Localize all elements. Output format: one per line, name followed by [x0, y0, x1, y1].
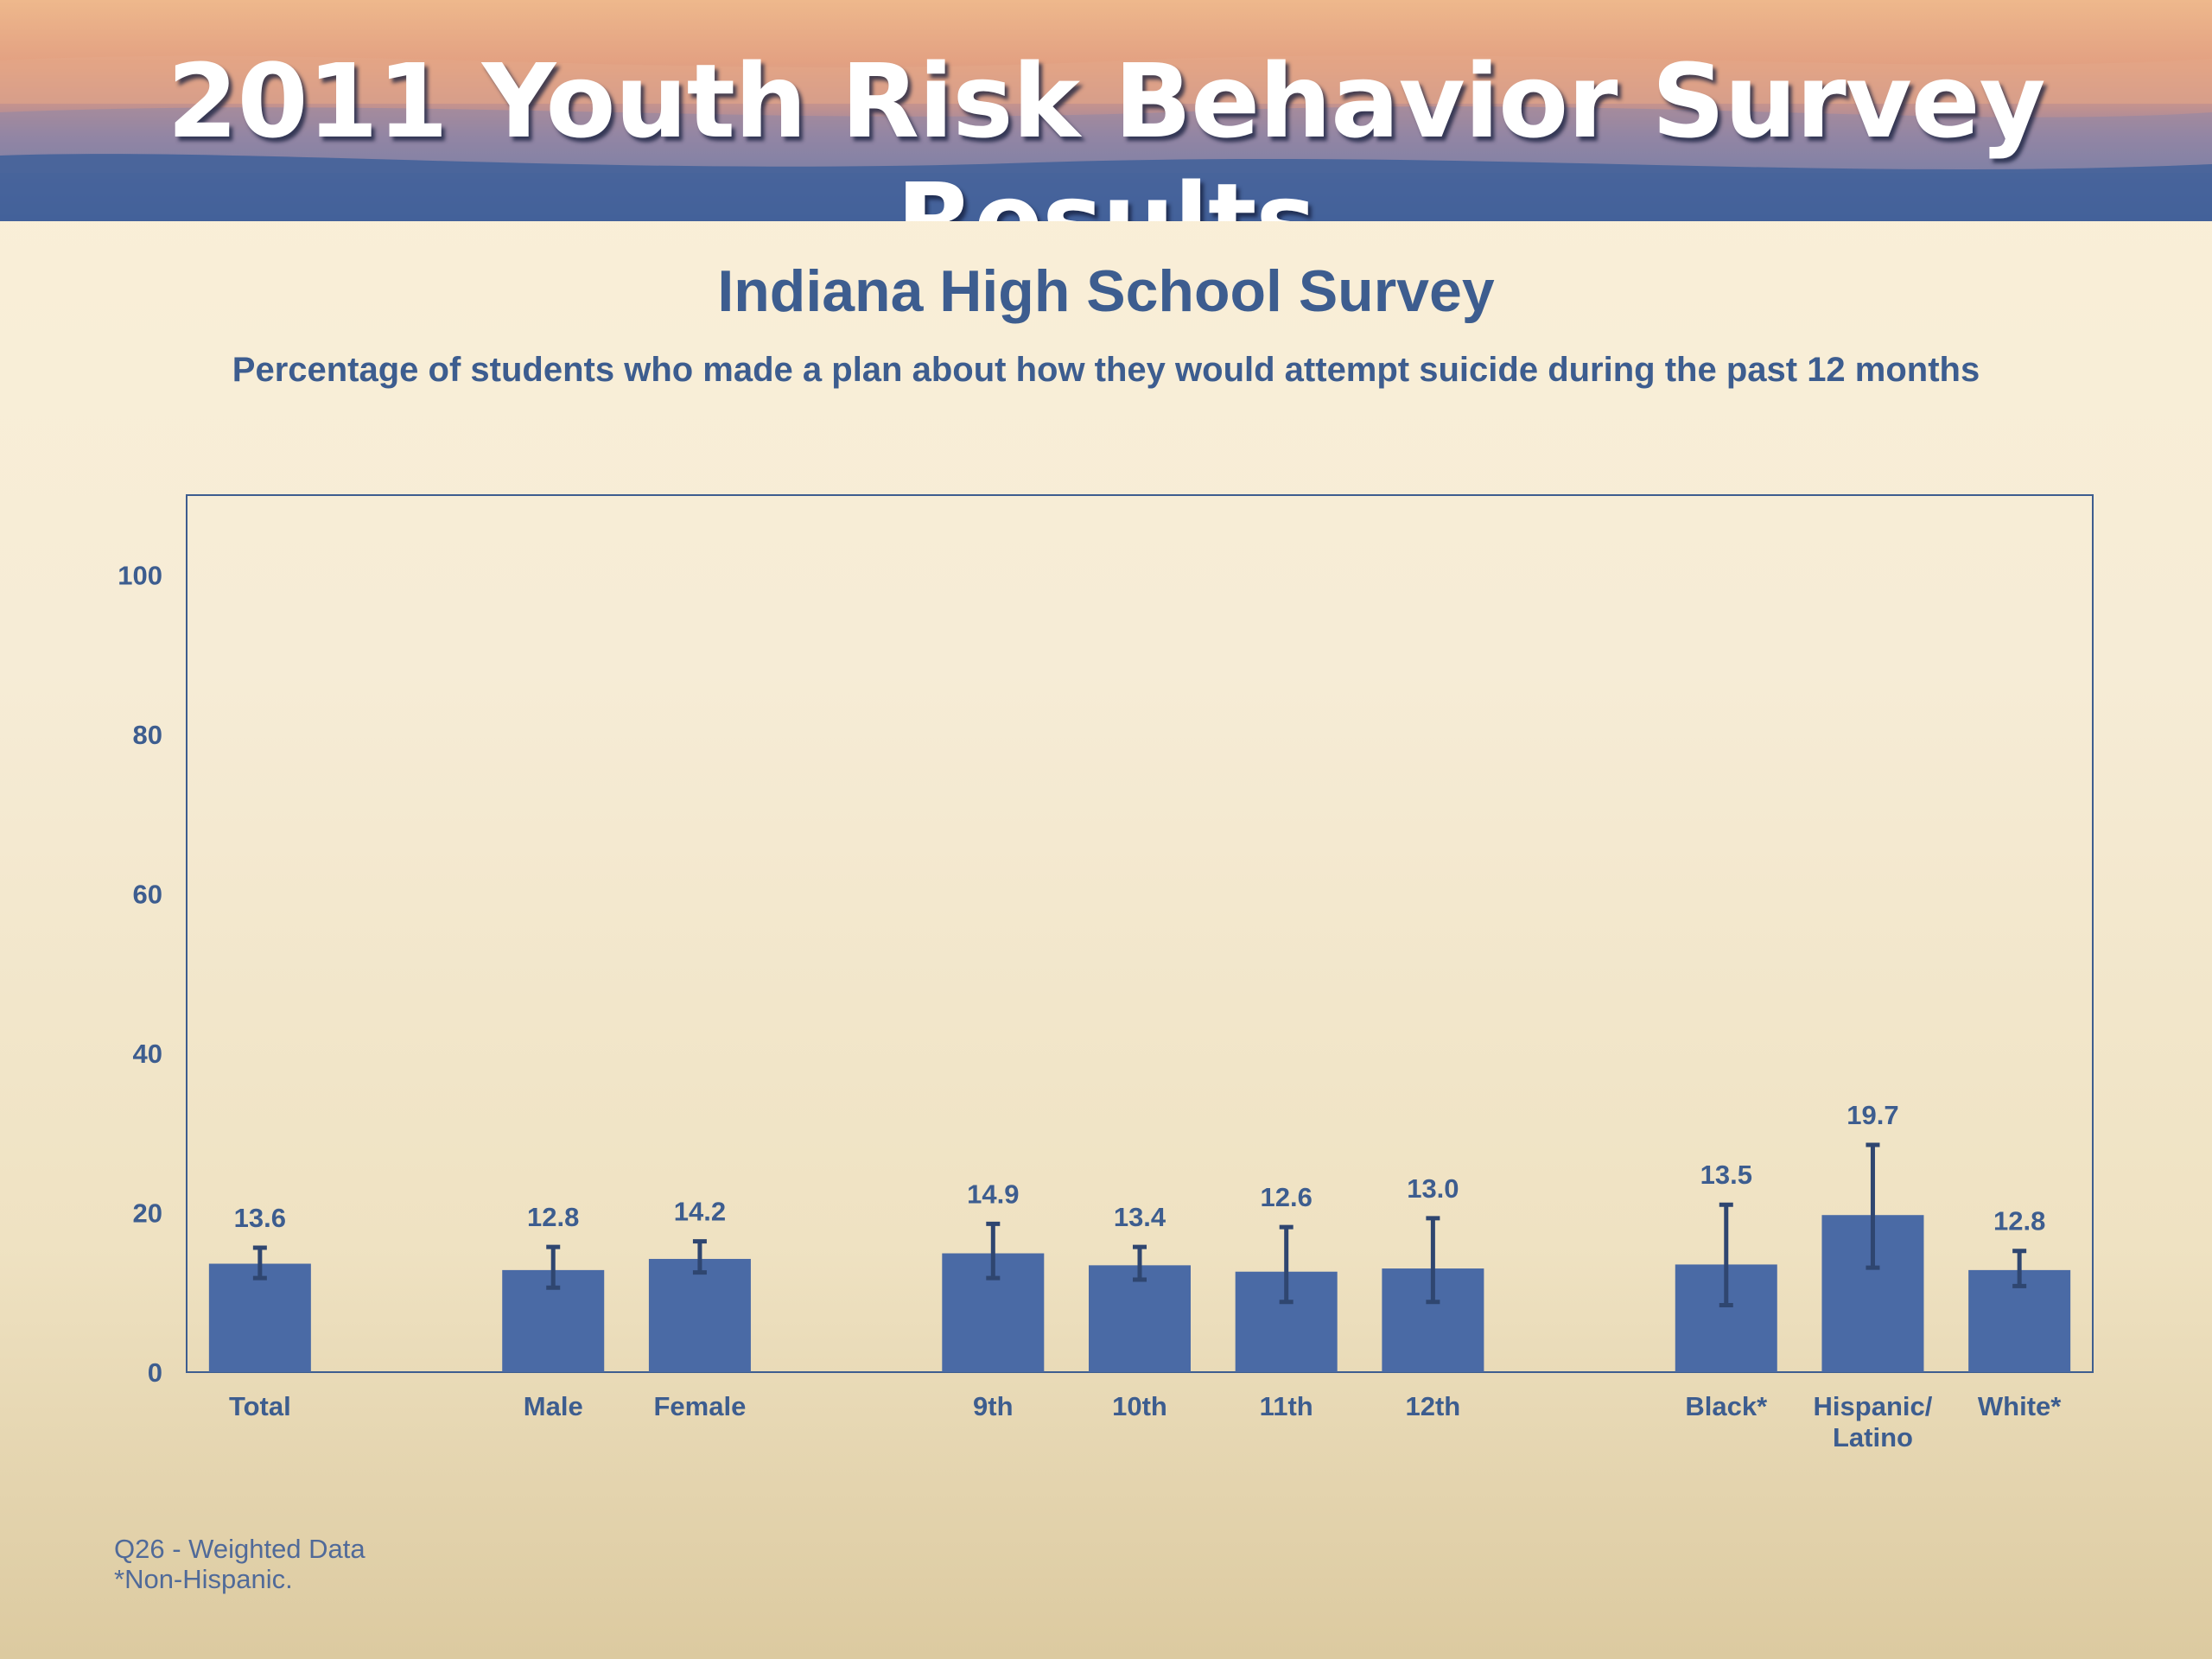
x-tick-label: Total	[229, 1391, 291, 1421]
y-tick-label: 40	[133, 1039, 162, 1069]
banner-hills-decoration	[0, 55, 2212, 221]
banner-title: 2011 Youth Risk Behavior Survey Results	[167, 41, 2045, 221]
x-tick-label: Latino	[1833, 1422, 1913, 1452]
y-tick-label: 0	[148, 1357, 162, 1388]
y-tick-label: 80	[133, 720, 162, 750]
footnote-weighted-data: Q26 - Weighted Data	[114, 1534, 365, 1564]
data-label: 12.8	[1993, 1206, 2045, 1236]
x-tick-label: Female	[654, 1391, 747, 1421]
data-label: 14.2	[674, 1197, 726, 1227]
header-banner: 2011 Youth Risk Behavior Survey Results	[0, 0, 2212, 221]
data-label: 19.7	[1847, 1100, 1898, 1130]
y-tick-label: 20	[133, 1198, 162, 1228]
x-tick-label: Male	[524, 1391, 583, 1421]
data-label: 12.8	[527, 1202, 579, 1232]
plot-frame	[186, 494, 2094, 1373]
chart-title: Indiana High School Survey	[717, 258, 1495, 324]
x-tick-label: Black*	[1685, 1391, 1768, 1421]
x-tick-label: White*	[1978, 1391, 2062, 1421]
x-tick-label: 10th	[1112, 1391, 1167, 1421]
y-tick-label: 60	[133, 879, 162, 909]
data-label: 13.4	[1114, 1202, 1166, 1232]
x-tick-label: 11th	[1260, 1391, 1313, 1421]
data-label: 13.5	[1700, 1160, 1752, 1190]
data-label: 13.6	[234, 1203, 286, 1233]
chart-subtitle: Percentage of students who made a plan a…	[232, 351, 1980, 389]
x-tick-label: Hispanic/	[1814, 1391, 1933, 1421]
bar	[648, 1258, 751, 1372]
y-tick-label: 100	[118, 560, 162, 590]
x-tick-label: 9th	[973, 1391, 1014, 1421]
data-label: 13.0	[1407, 1173, 1459, 1204]
bar	[1089, 1265, 1191, 1372]
bar	[208, 1263, 311, 1372]
x-tick-label: 12th	[1406, 1391, 1461, 1421]
data-label: 14.9	[967, 1179, 1019, 1209]
footnote-non-hispanic: *Non-Hispanic.	[114, 1564, 293, 1594]
data-label: 12.6	[1261, 1182, 1313, 1212]
